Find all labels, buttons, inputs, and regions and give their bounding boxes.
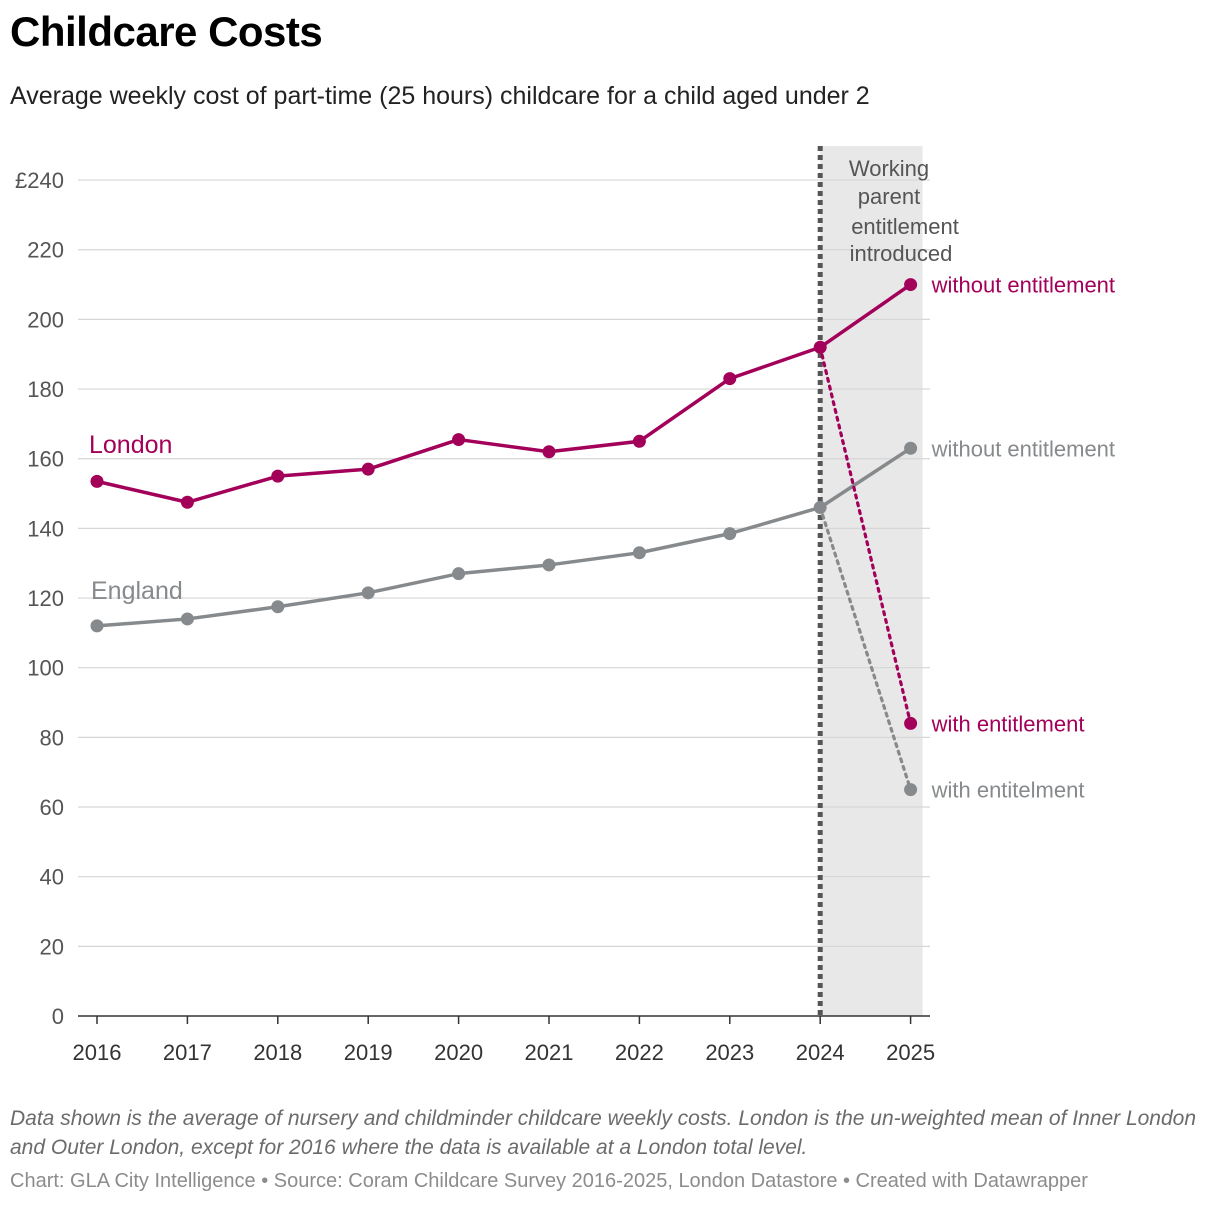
- y-tick-label: 160: [27, 447, 64, 472]
- london-with-entitlement-label: with entitlement: [931, 711, 1085, 736]
- y-tick-label: 180: [27, 377, 64, 402]
- y-tick-label: 120: [27, 586, 64, 611]
- y-tick-label: 0: [52, 1004, 64, 1029]
- london-data-point: [542, 445, 556, 459]
- annotation-text: entitlement: [851, 214, 959, 239]
- england-data-point: [180, 612, 194, 626]
- y-tick-label: 100: [27, 656, 64, 681]
- annotation-shade: [820, 146, 923, 1016]
- y-tick-label: 20: [40, 934, 64, 959]
- london-with-entitlement-point: [904, 716, 918, 730]
- x-tick-label: 2019: [344, 1040, 393, 1065]
- england-data-point: [361, 586, 375, 600]
- england-data-point: [271, 600, 285, 614]
- london-data-point: [813, 340, 827, 354]
- chart-subtitle: Average weekly cost of part-time (25 hou…: [10, 82, 870, 110]
- y-tick-label: 220: [27, 238, 64, 263]
- x-tick-label: 2018: [253, 1040, 302, 1065]
- london-series-label: London: [89, 431, 172, 459]
- england-with-entitlement-point: [904, 783, 918, 797]
- y-tick-label: £240: [15, 168, 64, 193]
- london-data-point: [452, 433, 466, 447]
- england-data-point: [904, 441, 918, 455]
- annotation-text: introduced: [850, 241, 953, 266]
- x-tick-label: 2024: [796, 1040, 845, 1065]
- london-data-point: [361, 462, 375, 476]
- london-data-point: [632, 434, 646, 448]
- england-data-point: [452, 567, 466, 581]
- x-tick-label: 2020: [434, 1040, 483, 1065]
- chart-credit: Chart: GLA City Intelligence • Source: C…: [10, 1170, 1088, 1192]
- x-tick-label: 2022: [615, 1040, 664, 1065]
- london-data-point: [723, 372, 737, 386]
- london-data-point: [90, 474, 104, 488]
- x-tick-label: 2016: [73, 1040, 122, 1065]
- x-tick-label: 2017: [163, 1040, 212, 1065]
- y-tick-label: 80: [40, 725, 64, 750]
- london-series-line: [96, 283, 912, 505]
- london-data-point: [180, 495, 194, 509]
- england-without-entitlement-label: without entitlement: [931, 436, 1115, 461]
- x-tick-label: 2023: [705, 1040, 754, 1065]
- england-with-entitlement-label: with entitelment: [931, 778, 1085, 803]
- y-tick-label: 60: [40, 795, 64, 820]
- chart-title: Childcare Costs: [10, 8, 323, 55]
- england-series-label: England: [91, 577, 183, 605]
- england-data-point: [813, 500, 827, 514]
- y-tick-label: 40: [40, 865, 64, 890]
- england-data-point: [90, 619, 104, 633]
- x-tick-label: 2025: [886, 1040, 935, 1065]
- y-tick-label: 200: [27, 307, 64, 332]
- england-data-point: [632, 546, 646, 560]
- y-tick-label: 140: [27, 516, 64, 541]
- chart-notes: Data shown is the average of nursery and…: [10, 1107, 1197, 1159]
- annotation-text: parent: [858, 184, 920, 209]
- line-chart: 0 20 40 60 80 100 120 140 160 180 200 220 £240 2016 2…: [15, 146, 1115, 1065]
- london-with-entitlement-line: [818, 345, 913, 726]
- england-data-point: [542, 558, 556, 572]
- x-tick-label: 2021: [525, 1040, 574, 1065]
- annotation-text: Working: [849, 156, 929, 181]
- london-without-entitlement-label: without entitlement: [931, 273, 1115, 298]
- england-series-line: [96, 446, 912, 628]
- london-data-point: [271, 469, 285, 483]
- london-data-point: [904, 278, 918, 292]
- england-data-point: [723, 527, 737, 541]
- england-with-entitlement-line: [818, 505, 913, 792]
